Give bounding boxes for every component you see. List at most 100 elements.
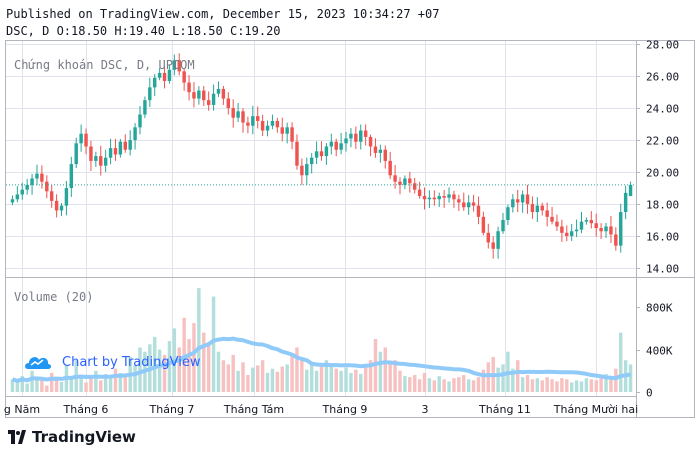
volume-bar (314, 370, 319, 392)
candle-body (59, 205, 64, 211)
candle-body (280, 127, 284, 134)
volume-bar (368, 360, 373, 392)
candle-body (614, 234, 618, 246)
volume-bar (481, 369, 486, 392)
time-tick-label: g Năm (4, 403, 40, 416)
candle-body (10, 199, 15, 203)
candle-body (501, 220, 505, 232)
candle-body (123, 141, 127, 150)
candle-body (383, 149, 387, 161)
tradingview-logo-icon (8, 430, 26, 444)
candle-body (506, 207, 510, 221)
volume-bar (35, 378, 39, 392)
price-candles (6, 53, 636, 259)
volume-bar (569, 382, 574, 392)
candle-body (113, 148, 118, 155)
candle-body (35, 173, 39, 179)
candle-body (457, 199, 461, 203)
grid-lines (6, 41, 636, 396)
volume-bar (285, 364, 289, 392)
volume-bar (246, 375, 250, 392)
volume-bars (10, 288, 633, 392)
volume-bar (452, 378, 456, 392)
volume-bar (584, 378, 589, 392)
candle-body (314, 151, 319, 158)
candle-body (530, 204, 535, 213)
volume-bar (260, 360, 265, 392)
candle-body (452, 194, 456, 200)
volume-bar (619, 332, 623, 392)
volume-bar (609, 377, 613, 392)
volume-bar (20, 376, 24, 392)
volume-bar (334, 368, 338, 392)
volume-bar (30, 370, 34, 392)
candle-body (579, 221, 584, 230)
candle-body (15, 194, 20, 200)
price-legend: Chứng khoán DSC, D, UPCOM (14, 58, 195, 72)
volume-bar (290, 354, 294, 392)
candle-body (354, 133, 358, 142)
candle-body (182, 71, 186, 83)
volume-bar (422, 372, 427, 392)
candle-body (555, 221, 559, 227)
candle-body (447, 194, 451, 198)
candle-body (49, 191, 54, 201)
volume-bar (152, 336, 157, 392)
time-tick-label: Tháng 9 (322, 403, 368, 416)
volume-tick-label: 800K (646, 302, 673, 315)
volume-bar (329, 364, 334, 392)
volume-bar (363, 364, 368, 392)
time-tick-label: Tháng 11 (478, 403, 531, 416)
volume-bar (162, 354, 167, 392)
volume-bar (113, 368, 118, 392)
volume-bar (138, 347, 142, 392)
volume-bar (496, 367, 500, 392)
chart-frame (5, 40, 695, 418)
candle-body (177, 60, 181, 72)
candle-body (628, 184, 633, 197)
volume-bar (550, 379, 554, 392)
chart-watermark: Chart by TradingView (24, 353, 200, 371)
candle-body (486, 232, 491, 243)
volume-bar (555, 381, 559, 392)
candle-body (359, 130, 363, 142)
candle-body (619, 212, 623, 246)
volume-bar (437, 376, 441, 392)
candle-body (305, 164, 309, 176)
candle-body (516, 199, 520, 203)
volume-bar (270, 368, 275, 392)
volume-bar (476, 377, 481, 392)
candle-body (569, 231, 574, 237)
volume-bar (516, 360, 520, 392)
candle-body (265, 125, 270, 131)
volume-bar (412, 375, 417, 392)
price-tick-label: 24.00 (646, 103, 679, 116)
volume-bar (378, 351, 383, 392)
candle-body (403, 178, 407, 185)
volume-bar (403, 376, 407, 392)
volume-bar (187, 339, 191, 392)
candle-body (275, 120, 280, 128)
volume-bar (344, 367, 348, 392)
candle-body (64, 188, 69, 206)
volume-bar (133, 365, 137, 392)
candle-body (211, 93, 216, 105)
candle-body (491, 242, 495, 249)
candle-body (197, 90, 201, 99)
volume-bar (40, 380, 44, 392)
volume-bar (545, 377, 549, 392)
volume-bar (525, 375, 530, 392)
volume-bar (103, 373, 108, 392)
candle-body (128, 140, 132, 150)
volume-bar (354, 369, 358, 392)
candle-body (599, 228, 603, 232)
candle-body (30, 178, 34, 185)
candle-body (545, 210, 549, 217)
volume-bar (211, 296, 216, 392)
brand-footer[interactable]: TradingView (8, 428, 136, 446)
volume-bar (25, 383, 29, 392)
candle-body (79, 133, 83, 144)
candle-body (167, 69, 172, 81)
candle-body (236, 111, 240, 118)
